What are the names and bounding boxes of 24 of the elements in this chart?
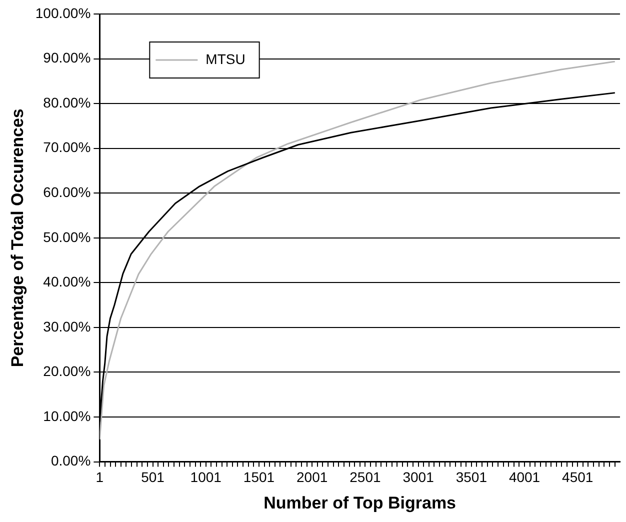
legend-label: MTSU — [206, 50, 246, 67]
y-tick-label: 90.00% — [43, 50, 91, 66]
y-tick-label: 100.00% — [35, 4, 91, 21]
y-tick-label: 30.00% — [43, 318, 91, 334]
x-axis-title: Number of Top Bigrams — [264, 493, 456, 512]
x-tick-label: 4001 — [508, 469, 540, 486]
x-tick-label: 1 — [96, 469, 104, 486]
x-tick-label: 3001 — [402, 469, 434, 486]
y-tick-label: 40.00% — [43, 274, 91, 290]
y-tick-label: 0.00% — [50, 452, 91, 469]
x-tick-label: 1001 — [190, 469, 222, 486]
y-tick-label: 20.00% — [43, 363, 91, 380]
x-tick-label: 3501 — [456, 469, 488, 486]
x-tick-label: 4501 — [562, 469, 594, 486]
x-tick-label: 2501 — [350, 469, 381, 486]
y-tick-label: 10.00% — [43, 408, 91, 424]
x-tick-label: 2001 — [296, 469, 328, 486]
x-tick-label: 1501 — [243, 469, 275, 486]
y-tick-label: 60.00% — [43, 184, 91, 200]
y-tick-label: 50.00% — [43, 228, 91, 245]
x-tick-label: 501 — [141, 469, 165, 486]
y-tick-label: 70.00% — [43, 139, 91, 156]
y-tick-label: 80.00% — [43, 94, 91, 110]
y-axis-title: Percentage of Total Occurences — [8, 108, 27, 368]
